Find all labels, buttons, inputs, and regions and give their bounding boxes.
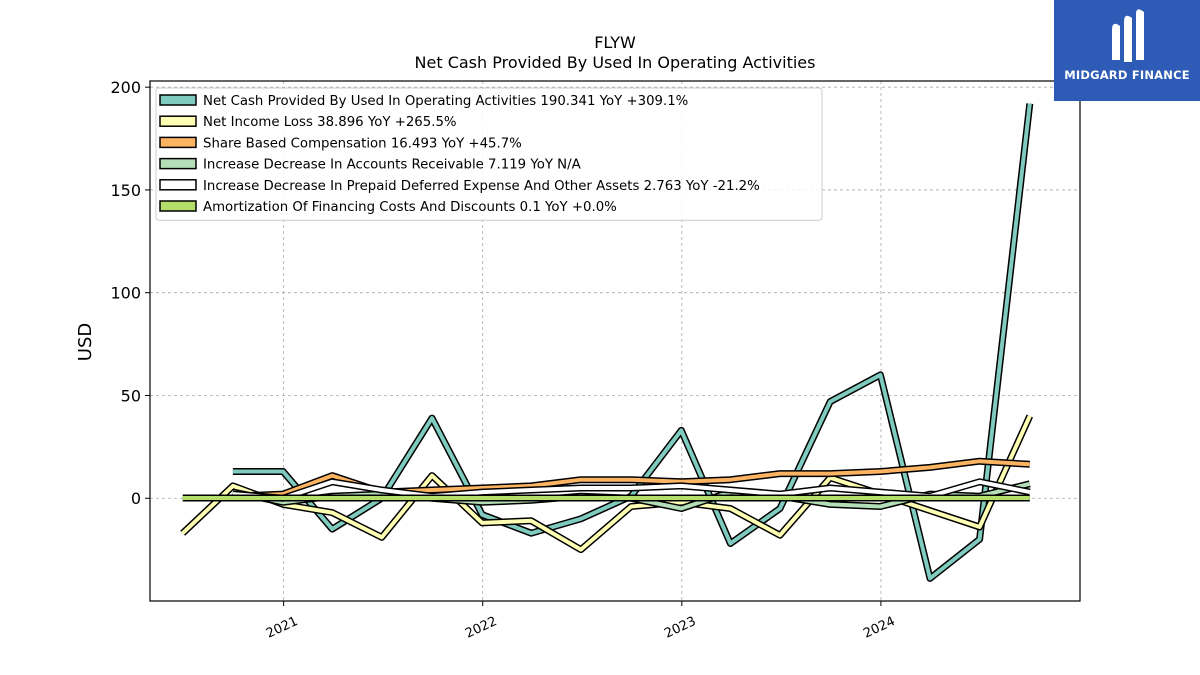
chart-subtitle: Net Cash Provided By Used In Operating A… xyxy=(415,53,816,72)
y-tick-label: 0 xyxy=(131,489,141,508)
x-tick-label: 2022 xyxy=(463,614,499,642)
legend-swatch xyxy=(159,115,197,127)
legend-label: Increase Decrease In Prepaid Deferred Ex… xyxy=(203,179,760,194)
legend-label: Amortization Of Financing Costs And Disc… xyxy=(203,200,617,215)
legend-swatch xyxy=(159,94,197,106)
plot-frame xyxy=(149,80,1081,602)
x-tick-label: 2023 xyxy=(662,614,698,642)
chart-title: FLYW xyxy=(594,33,636,52)
legend-label: Net Cash Provided By Used In Operating A… xyxy=(203,94,688,109)
y-tick-label: 100 xyxy=(110,284,141,303)
x-tick-label: 2024 xyxy=(861,614,897,642)
y-axis-label: USD xyxy=(75,323,96,361)
legend-label: Increase Decrease In Accounts Receivable… xyxy=(203,158,581,173)
series-lines xyxy=(180,103,1034,582)
midgard-logo: MIDGARD FINANCE xyxy=(1054,0,1200,101)
y-tick-label: 150 xyxy=(110,181,141,200)
legend-swatch xyxy=(159,200,197,212)
legend-swatch xyxy=(159,157,197,170)
logo-text: MIDGARD FINANCE xyxy=(1064,68,1190,82)
midgard-logo-icon xyxy=(1112,9,1144,62)
legend-swatch xyxy=(159,136,197,149)
legend-box xyxy=(155,87,823,221)
legend-swatch xyxy=(159,179,197,191)
y-tick-label: 200 xyxy=(110,78,141,97)
legend: Net Cash Provided By Used In Operating A… xyxy=(155,87,823,221)
legend-label: Share Based Compensation 16.493 YoY +45.… xyxy=(203,136,522,151)
y-tick-label: 50 xyxy=(121,386,141,405)
x-tick-label: 2021 xyxy=(264,614,300,642)
legend-label: Net Income Loss 38.896 YoY +265.5% xyxy=(203,115,457,130)
series-line xyxy=(232,479,1031,501)
